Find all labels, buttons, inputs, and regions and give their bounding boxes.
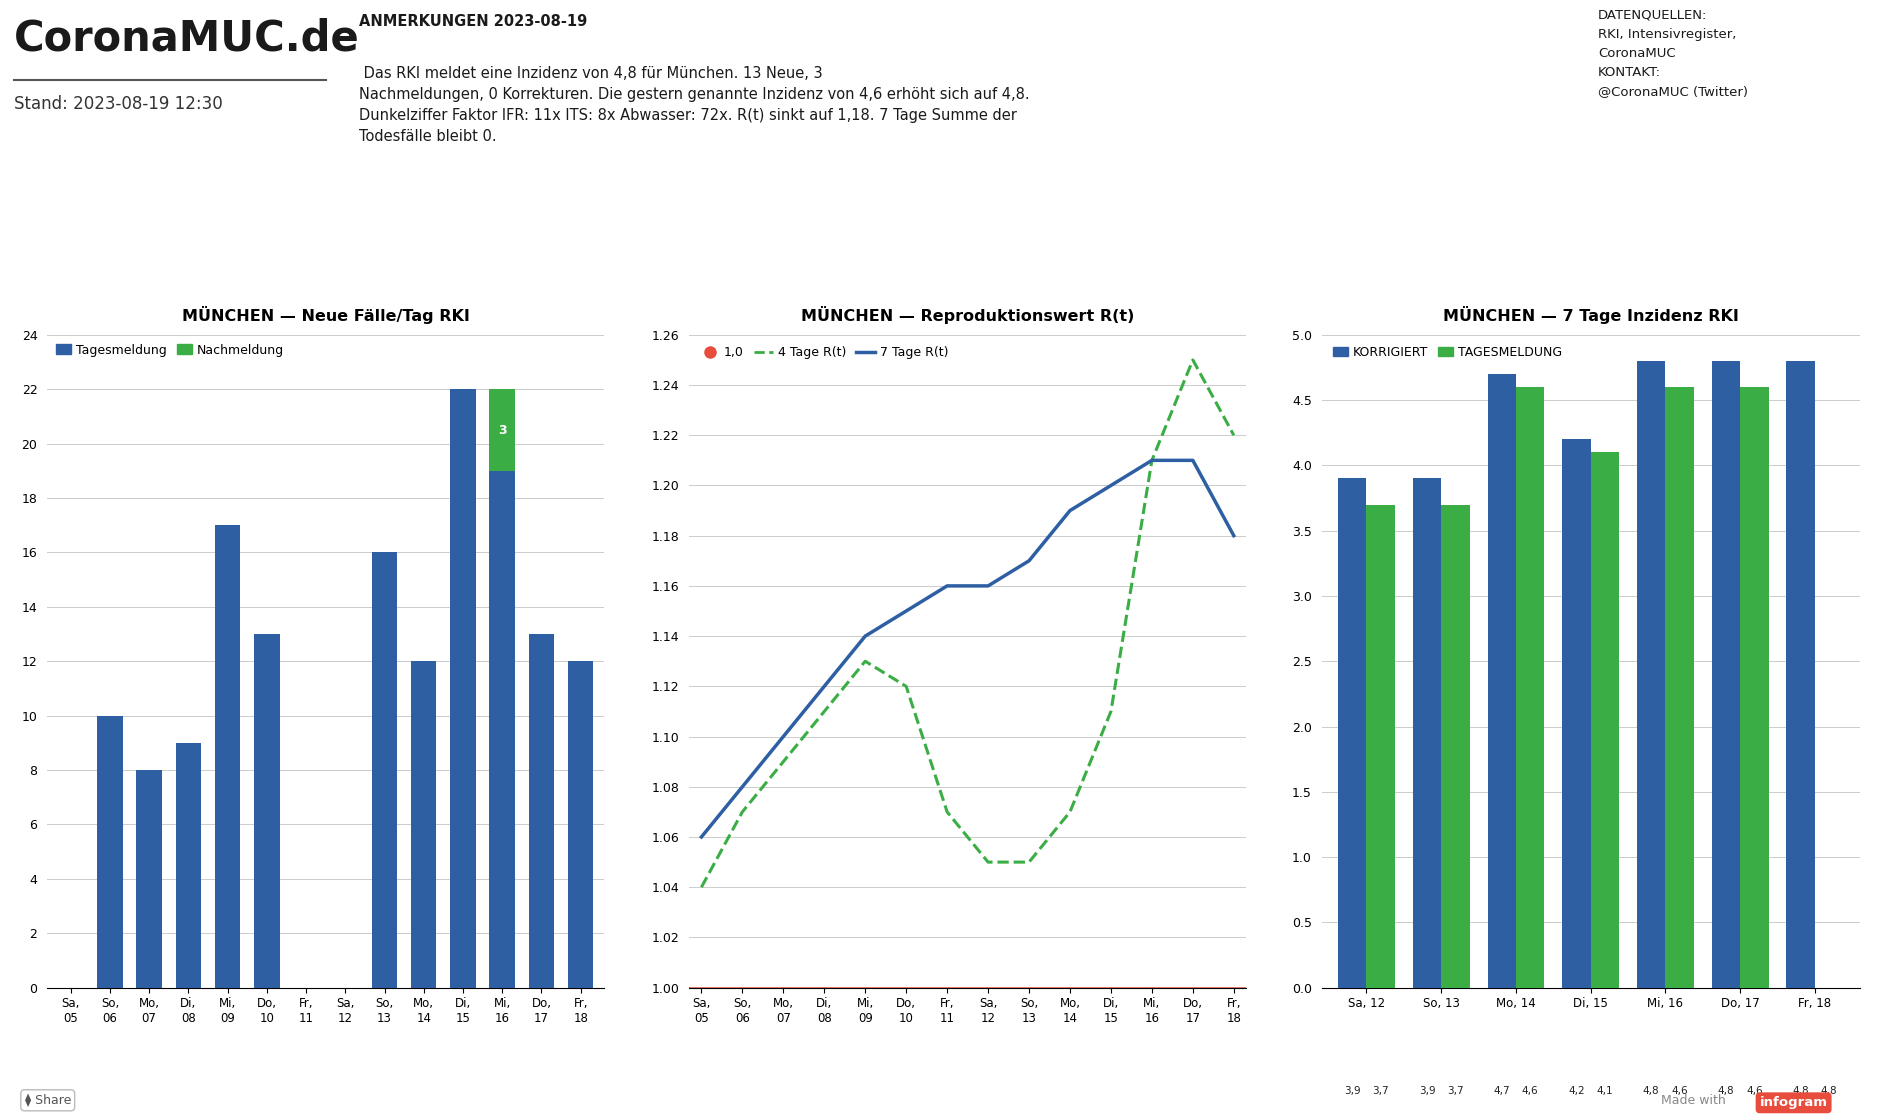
Bar (215, 526, 240, 988)
Title: MÜNCHEN — Neue Fälle/Tag RKI: MÜNCHEN — Neue Fälle/Tag RKI (181, 306, 470, 324)
Bar (372, 552, 396, 988)
Text: Täglich: Täglich (767, 305, 806, 315)
Legend: Tagesmeldung, Nachmeldung: Tagesmeldung, Nachmeldung (53, 341, 287, 359)
Text: Täglich: Täglich (1082, 304, 1120, 314)
Bar (96, 715, 123, 988)
Bar (1590, 452, 1620, 988)
Text: 4,6: 4,6 (1746, 1086, 1763, 1096)
Text: DUNKELZIFFER FAKTOR: DUNKELZIFFER FAKTOR (1023, 185, 1178, 199)
Bar (489, 471, 515, 988)
Text: 3,7: 3,7 (1446, 1086, 1463, 1096)
Text: Gesamt: 722.004: Gesamt: 722.004 (108, 282, 206, 292)
Text: 4,7: 4,7 (1493, 1086, 1510, 1096)
Bar (568, 661, 593, 988)
Text: 1,18 ▼: 1,18 ▼ (1346, 215, 1486, 253)
Text: 4,2: 4,2 (1569, 1086, 1584, 1096)
Bar (1637, 360, 1665, 988)
Text: +0: +0 (442, 215, 500, 253)
Bar (1441, 504, 1469, 988)
Bar (1516, 387, 1544, 988)
Text: INZIDENZ RKI: INZIDENZ RKI (1684, 185, 1775, 199)
Text: 4,6: 4,6 (1522, 1086, 1539, 1096)
Text: 4,8: 4,8 (1695, 215, 1765, 253)
Text: infogram: infogram (1760, 1096, 1828, 1109)
Bar (412, 661, 436, 988)
Bar (1665, 387, 1694, 988)
Text: 4,6: 4,6 (1671, 1086, 1688, 1096)
Text: 4,8: 4,8 (1718, 1086, 1735, 1096)
Text: ANMERKUNGEN 2023-08-19: ANMERKUNGEN 2023-08-19 (359, 13, 587, 29)
Text: REPRODUKTIONSWERT: REPRODUKTIONSWERT (1339, 185, 1492, 199)
Bar (1488, 374, 1516, 988)
Text: 1: 1 (704, 215, 731, 253)
Bar (1412, 479, 1441, 988)
Text: TODESFÄLLE: TODESFÄLLE (430, 185, 514, 199)
Bar (1561, 440, 1590, 988)
Text: -1: -1 (833, 215, 876, 253)
Text: * RKI Zahlen zu Inzidenz, Fallzahlen, Nachmeldungen und Todesfällen: Dienstag bi: * RKI Zahlen zu Inzidenz, Fallzahlen, Na… (359, 1058, 1529, 1076)
Text: 11/8/72: 11/8/72 (1020, 215, 1182, 253)
Bar (1786, 360, 1814, 988)
Text: 4,8: 4,8 (1792, 1086, 1809, 1096)
Text: MÜNCHEN: MÜNCHEN (689, 282, 746, 292)
Bar (489, 389, 515, 471)
Bar (136, 770, 162, 988)
Text: 3,7: 3,7 (1373, 1086, 1390, 1096)
Legend: 1,0, 4 Tage R(t), 7 Tage R(t): 1,0, 4 Tage R(t), 7 Tage R(t) (695, 341, 953, 364)
Legend: KORRIGIERT, TAGESMELDUNG: KORRIGIERT, TAGESMELDUNG (1327, 341, 1567, 364)
Text: 4,8: 4,8 (1820, 1086, 1837, 1096)
Bar (449, 389, 476, 988)
Text: Gesamt: 2.652: Gesamt: 2.652 (430, 282, 512, 292)
Text: Di–Sa.*: Di–Sa.* (1711, 282, 1750, 292)
Text: Stand: 2023-08-19 12:30: Stand: 2023-08-19 12:30 (13, 95, 223, 113)
Text: Quelle: CoronaMUC: Quelle: CoronaMUC (1361, 282, 1469, 292)
Text: +16: +16 (113, 215, 200, 253)
Text: Di–Sa.*: Di–Sa.* (136, 304, 177, 314)
Text: Di–Sa.*: Di–Sa.* (451, 304, 491, 314)
Bar (1367, 504, 1395, 988)
Text: 3,9: 3,9 (1418, 1086, 1435, 1096)
Text: DATENQUELLEN:
RKI, Intensivregister,
CoronaMUC
KONTAKT:
@CoronaMUC (Twitter): DATENQUELLEN: RKI, Intensivregister, Cor… (1597, 9, 1748, 97)
Bar (176, 743, 202, 988)
Bar (529, 634, 555, 988)
Bar (1712, 360, 1741, 988)
Text: Made with: Made with (1661, 1094, 1726, 1107)
Text: 3: 3 (498, 423, 506, 436)
Bar (255, 634, 279, 988)
Title: MÜNCHEN — 7 Tage Inzidenz RKI: MÜNCHEN — 7 Tage Inzidenz RKI (1442, 306, 1739, 324)
Bar (1339, 479, 1367, 988)
Text: Täglich: Täglich (1395, 304, 1435, 314)
Text: 4,8: 4,8 (1643, 1086, 1660, 1096)
Text: Das RKI meldet eine Inzidenz von 4,8 für München. 13 Neue, 3
Nachmeldungen, 0 Ko: Das RKI meldet eine Inzidenz von 4,8 für… (359, 66, 1029, 144)
Text: CoronaMUC.de: CoronaMUC.de (13, 17, 359, 59)
Text: INTENSIVBETTENBELEGUNG: INTENSIVBETTENBELEGUNG (693, 185, 878, 199)
Text: 4,1: 4,1 (1597, 1086, 1612, 1096)
Text: VERÄNDERUNG: VERÄNDERUNG (812, 282, 899, 292)
Title: MÜNCHEN — Reproduktionswert R(t): MÜNCHEN — Reproduktionswert R(t) (801, 306, 1135, 324)
Bar (1741, 387, 1769, 988)
Text: ⧫ Share: ⧫ Share (25, 1094, 72, 1107)
Text: IFR/ITS/Abwasser basiert: IFR/ITS/Abwasser basiert (1031, 282, 1169, 292)
Text: BESTÄTIGTE FÄLLE: BESTÄTIGTE FÄLLE (96, 185, 217, 199)
Text: 3,9: 3,9 (1344, 1086, 1361, 1096)
